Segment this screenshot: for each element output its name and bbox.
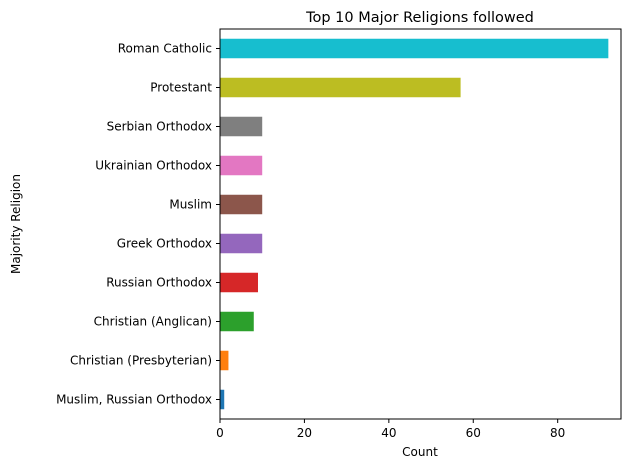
y-axis: Roman Catholic Protestant Serbian Orthodox… — [56, 42, 220, 407]
x-tick-label: 60 — [466, 426, 481, 440]
plot-frame — [219, 28, 622, 420]
y-tick-label: Ukrainian Orthodox — [95, 159, 212, 173]
y-tick-label: Russian Orthodox — [106, 276, 212, 290]
bar-4 — [220, 155, 263, 176]
x-axis: 0 20 40 60 80 — [216, 419, 565, 440]
y-tick-label: Roman Catholic — [118, 42, 212, 56]
x-axis-label: Count — [402, 445, 438, 459]
bars-group — [220, 38, 609, 410]
y-tick-label: Muslim — [169, 198, 212, 212]
x-tick-label: 80 — [550, 426, 565, 440]
bar-1 — [220, 38, 609, 59]
x-tick-label: 40 — [381, 426, 396, 440]
bar-10 — [220, 389, 225, 410]
y-axis-label: Majority Religion — [9, 174, 23, 274]
y-tick-label: Christian (Anglican) — [94, 315, 212, 329]
x-tick-label: 0 — [216, 426, 224, 440]
y-tick-label: Muslim, Russian Orthodox — [56, 393, 212, 407]
bar-9 — [220, 350, 229, 371]
y-tick-label: Greek Orthodox — [117, 237, 212, 251]
bar-3 — [220, 116, 263, 137]
y-tick-label: Christian (Presbyterian) — [70, 354, 212, 368]
bar-5 — [220, 194, 263, 215]
bar-2 — [220, 77, 461, 98]
bar-7 — [220, 272, 258, 293]
bar-6 — [220, 233, 263, 254]
bar-8 — [220, 311, 254, 332]
y-tick-label: Protestant — [150, 81, 212, 95]
x-tick-label: 20 — [297, 426, 312, 440]
chart-title: Top 10 Major Religions followed — [305, 10, 534, 26]
y-tick-label: Serbian Orthodox — [107, 120, 212, 134]
